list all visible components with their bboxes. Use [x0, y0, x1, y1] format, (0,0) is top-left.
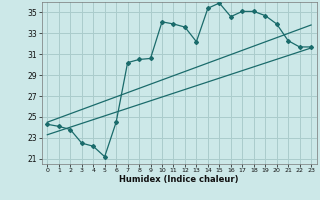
X-axis label: Humidex (Indice chaleur): Humidex (Indice chaleur): [119, 175, 239, 184]
